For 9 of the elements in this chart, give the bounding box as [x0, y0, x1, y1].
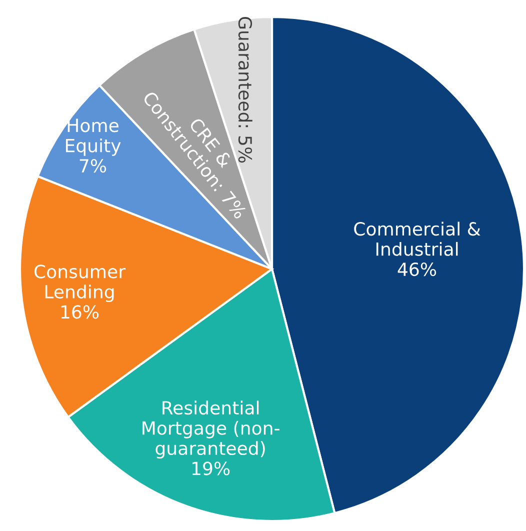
slice-label: Commercial & Industrial	[354, 222, 480, 256]
data-label: 16%	[61, 305, 99, 319]
data-label: 19%	[192, 462, 230, 476]
slice-label: Consumer Lending	[34, 264, 126, 302]
data-label: 46%	[398, 262, 436, 276]
slice-label: Guaranteed: 5%	[238, 16, 252, 163]
slice-label: Residential Mortgage (non- guaranteed)	[142, 400, 280, 459]
slice-label: Home Equity	[66, 118, 121, 156]
data-label: 7%	[80, 158, 106, 173]
